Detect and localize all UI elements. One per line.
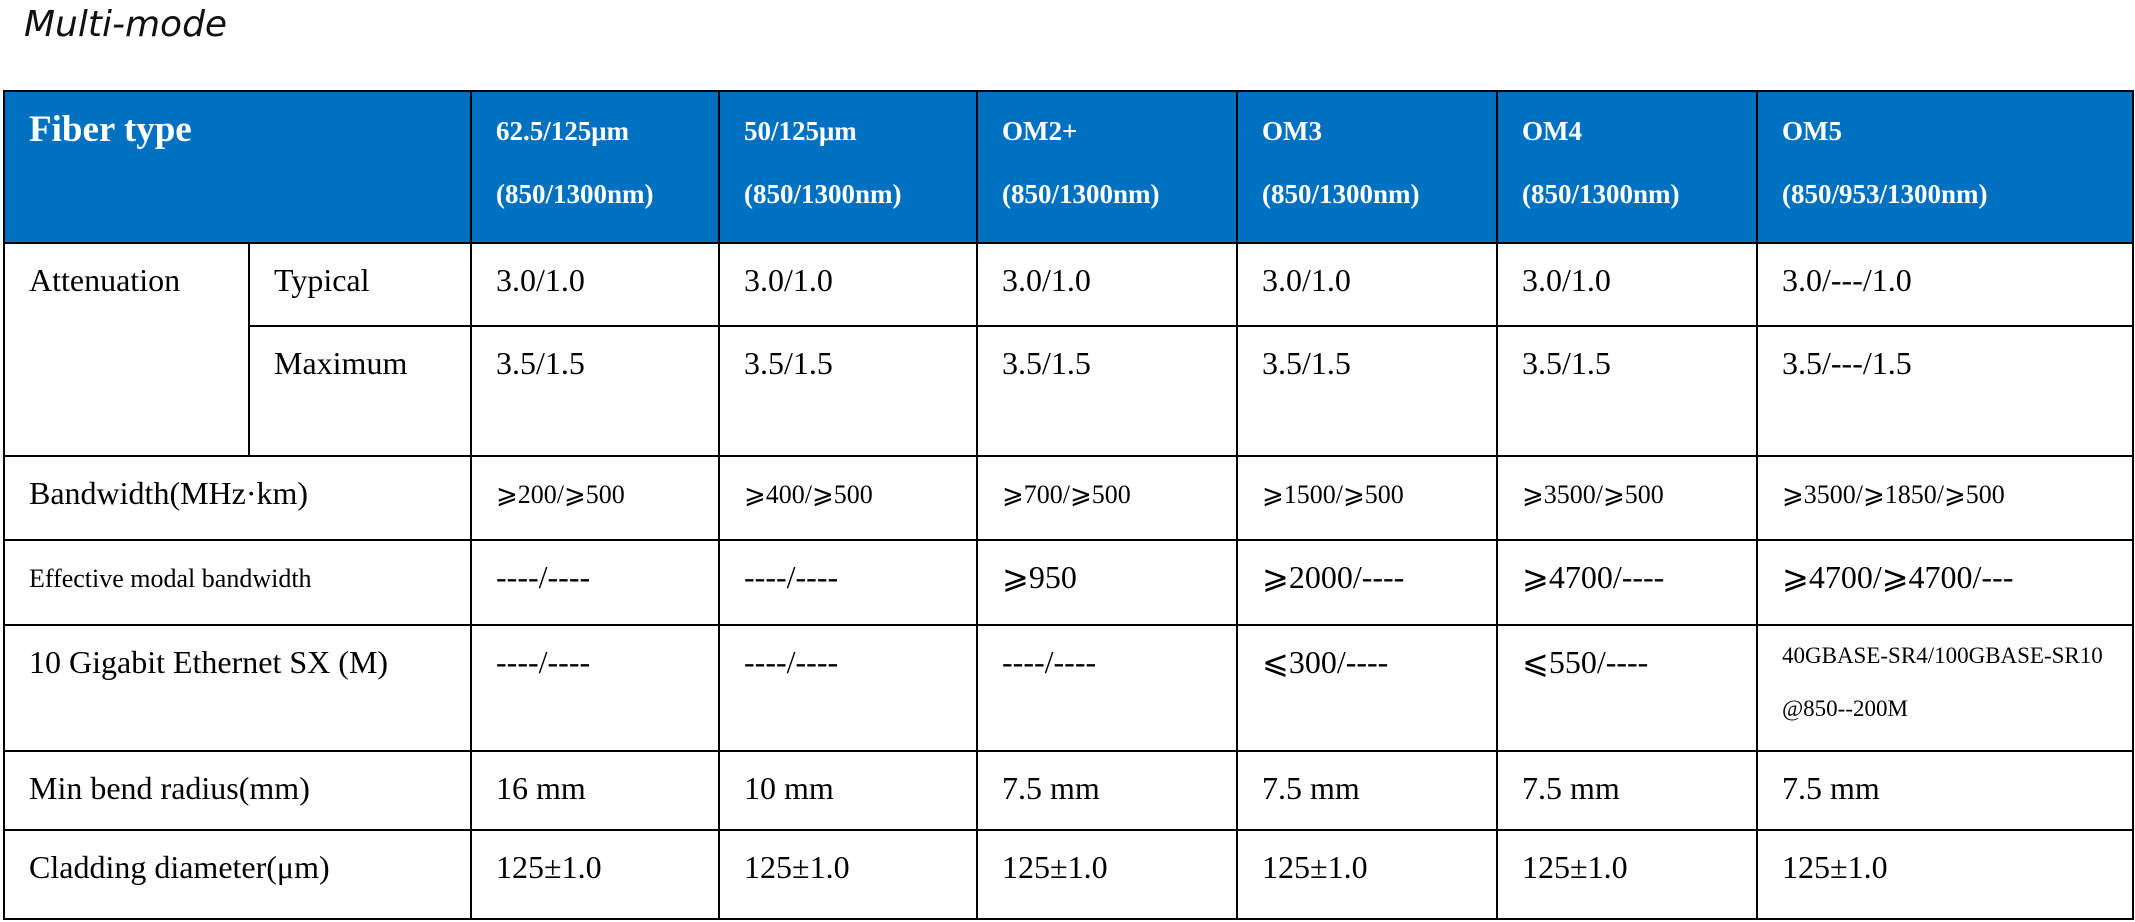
cell: 7.5 mm	[976, 750, 1238, 831]
column-wavelength: (850/1300nm)	[1002, 179, 1160, 210]
cell: ----/----	[976, 624, 1238, 752]
cell: ----/----	[470, 624, 720, 752]
cell: ⩾2000/----	[1236, 539, 1498, 626]
table-row: Attenuation Typical 3.0/1.0 3.0/1.0 3.0/1.0 3…	[3, 242, 2134, 457]
cell: 7.5 mm	[1236, 750, 1498, 831]
cell: 3.0/1.0	[976, 242, 1238, 327]
table-row: Cladding diameter(μm) 125±1.0 125±1.0 125±1…	[3, 829, 2134, 920]
column-wavelength: (850/1300nm)	[1522, 179, 1680, 210]
column-name: OM2+	[1002, 116, 1078, 146]
column-header: 62.5/125μm (850/1300nm)	[470, 90, 720, 244]
cell: ⩾3500/⩾1850/⩾500	[1756, 455, 2134, 541]
column-wavelength: (850/953/1300nm)	[1782, 179, 1988, 210]
column-name: OM5	[1782, 116, 1842, 146]
cell: 3.0/---/1.0	[1756, 242, 2134, 327]
column-wavelength: (850/1300nm)	[1262, 179, 1420, 210]
cell: 3.0/1.0	[470, 242, 720, 327]
cell: 3.5/1.5	[718, 325, 978, 457]
cell: 3.0/1.0	[1236, 242, 1498, 327]
column-name: OM4	[1522, 116, 1582, 146]
cell: 3.0/1.0	[1496, 242, 1758, 327]
page-title: Multi-mode	[24, 4, 228, 45]
cell: ⩽300/----	[1236, 624, 1498, 752]
row-label: Attenuation	[3, 242, 250, 457]
cell: ⩾4700/⩾4700/---	[1756, 539, 2134, 626]
cell: ----/----	[718, 539, 978, 626]
cell: 7.5 mm	[1496, 750, 1758, 831]
cell: ⩾1500/⩾500	[1236, 455, 1498, 541]
table-row: Bandwidth(MHz·km) ⩾200/⩾500 ⩾400/⩾500 ⩾700/…	[3, 455, 2134, 541]
row-label: 10 Gigabit Ethernet SX (M)	[3, 624, 472, 752]
cell: 40GBASE-SR4/100GBASE-SR10@850--200M	[1756, 624, 2134, 752]
cell: ----/----	[470, 539, 720, 626]
cell: 125±1.0	[976, 829, 1238, 920]
column-header: 50/125μm (850/1300nm)	[718, 90, 978, 244]
spec-table: Fiber type 62.5/125μm (850/1300nm) 50/125μm…	[3, 90, 2134, 920]
cell: ⩾950	[976, 539, 1238, 626]
table-row: Maximum 3.5/1.5 3.5/1.5 3.5/1.5 3.5/1.5 3.5/1…	[4, 325, 2134, 457]
cell: 10 mm	[718, 750, 978, 831]
row-sublabel: Maximum	[248, 325, 472, 457]
table-row: Min bend radius(mm) 16 mm 10 mm 7.5 mm 7.5 m…	[3, 750, 2134, 831]
cell: 125±1.0	[1496, 829, 1758, 920]
column-header: OM2+ (850/1300nm)	[976, 90, 1238, 244]
cell: ⩾200/⩾500	[470, 455, 720, 541]
cell: 125±1.0	[1236, 829, 1498, 920]
cell: 3.5/1.5	[470, 325, 720, 457]
column-name: OM3	[1262, 116, 1322, 146]
header-row: Fiber type 62.5/125μm (850/1300nm) 50/125μm…	[3, 90, 2134, 244]
column-header: OM5 (850/953/1300nm)	[1756, 90, 2134, 244]
cell: ⩽550/----	[1496, 624, 1758, 752]
cell: 7.5 mm	[1756, 750, 2134, 831]
cell: ⩾400/⩾500	[718, 455, 978, 541]
column-header: OM3 (850/1300nm)	[1236, 90, 1498, 244]
column-name: 62.5/125μm	[496, 116, 630, 146]
column-name: 50/125μm	[744, 116, 857, 146]
column-wavelength: (850/1300nm)	[744, 179, 902, 210]
row-label: Effective modal bandwidth	[3, 539, 472, 626]
cell: 125±1.0	[1756, 829, 2134, 920]
cell: 125±1.0	[718, 829, 978, 920]
cell: 3.5/1.5	[976, 325, 1238, 457]
cell: ⩾700/⩾500	[976, 455, 1238, 541]
column-header: OM4 (850/1300nm)	[1496, 90, 1758, 244]
table-row: 10 Gigabit Ethernet SX (M) ----/---- ----/…	[3, 624, 2134, 752]
table-row: Effective modal bandwidth ----/---- ----/-…	[3, 539, 2134, 626]
cell: 16 mm	[470, 750, 720, 831]
cell: 3.0/1.0	[718, 242, 978, 327]
cell: 3.5/1.5	[1496, 325, 1758, 457]
row-sublabel: Typical	[248, 242, 472, 327]
row-label: Bandwidth(MHz·km)	[3, 455, 472, 541]
row-label: Min bend radius(mm)	[3, 750, 472, 831]
cell: 3.5/1.5	[1236, 325, 1498, 457]
cell: ⩾3500/⩾500	[1496, 455, 1758, 541]
row-label: Cladding diameter(μm)	[3, 829, 472, 920]
cell: ----/----	[718, 624, 978, 752]
cell: ⩾4700/----	[1496, 539, 1758, 626]
header-label: Fiber type	[3, 90, 472, 244]
column-wavelength: (850/1300nm)	[496, 179, 654, 210]
cell: 125±1.0	[470, 829, 720, 920]
cell: 3.5/---/1.5	[1756, 325, 2134, 457]
